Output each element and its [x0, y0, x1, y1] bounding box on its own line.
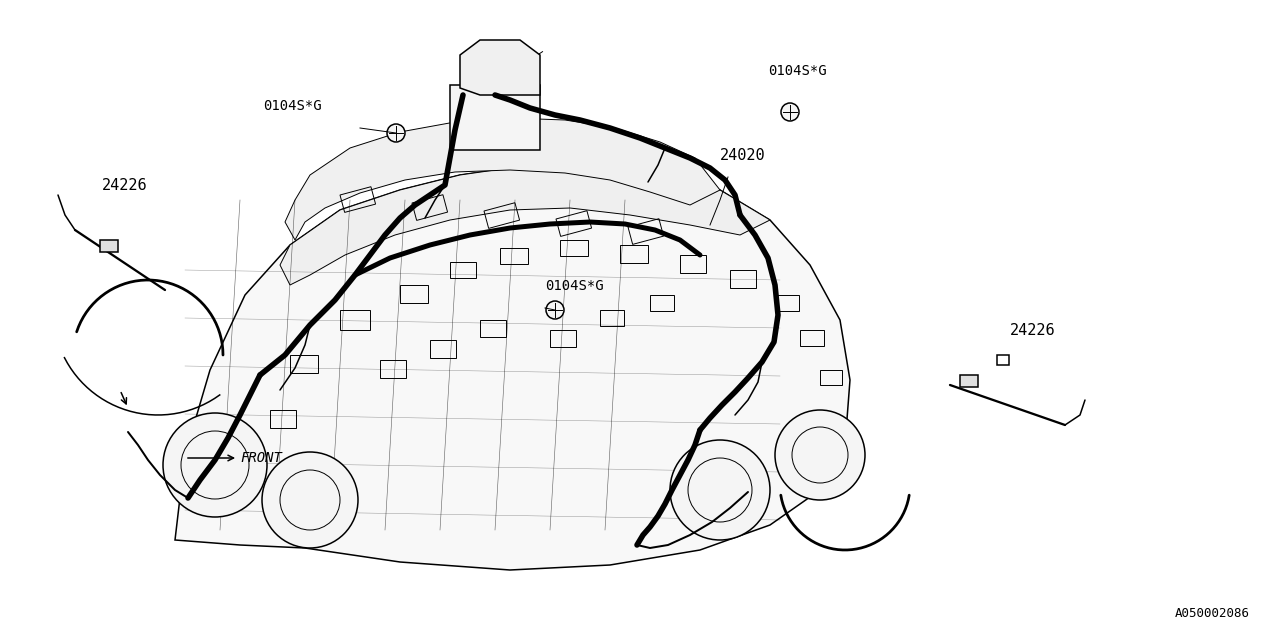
- Bar: [650, 295, 675, 311]
- Bar: [997, 355, 1009, 365]
- Circle shape: [163, 413, 268, 517]
- Bar: [484, 203, 520, 228]
- Circle shape: [547, 301, 564, 319]
- Polygon shape: [280, 160, 771, 285]
- Bar: [620, 245, 648, 263]
- Text: A050002086: A050002086: [1175, 607, 1251, 620]
- Bar: [680, 255, 707, 273]
- Text: 24226: 24226: [1010, 323, 1056, 338]
- Bar: [480, 320, 506, 337]
- Bar: [380, 360, 406, 378]
- Bar: [561, 240, 588, 256]
- Circle shape: [387, 124, 404, 142]
- Polygon shape: [175, 160, 850, 570]
- Bar: [100, 240, 118, 252]
- Bar: [556, 211, 591, 236]
- Bar: [291, 355, 317, 373]
- Bar: [550, 330, 576, 347]
- Text: 0104S*G: 0104S*G: [768, 64, 827, 78]
- Polygon shape: [460, 40, 540, 95]
- Bar: [820, 370, 842, 385]
- Text: FRONT: FRONT: [241, 451, 282, 465]
- Bar: [628, 219, 663, 244]
- Bar: [430, 340, 456, 358]
- Bar: [500, 248, 529, 264]
- Bar: [600, 310, 625, 326]
- Bar: [340, 187, 375, 212]
- Polygon shape: [285, 118, 719, 240]
- Bar: [800, 330, 824, 346]
- Bar: [412, 195, 448, 220]
- Text: 24020: 24020: [719, 148, 765, 163]
- Bar: [774, 295, 799, 311]
- Text: 0104S*G: 0104S*G: [545, 279, 604, 293]
- Bar: [730, 270, 756, 288]
- Bar: [451, 262, 476, 278]
- Bar: [399, 285, 428, 303]
- Circle shape: [781, 103, 799, 121]
- Bar: [340, 310, 370, 330]
- Circle shape: [774, 410, 865, 500]
- Bar: [270, 410, 296, 428]
- Circle shape: [262, 452, 358, 548]
- Text: 0104S*G: 0104S*G: [262, 99, 321, 113]
- Bar: [451, 85, 540, 150]
- Bar: [960, 375, 978, 387]
- Circle shape: [669, 440, 771, 540]
- Text: 24226: 24226: [102, 178, 147, 193]
